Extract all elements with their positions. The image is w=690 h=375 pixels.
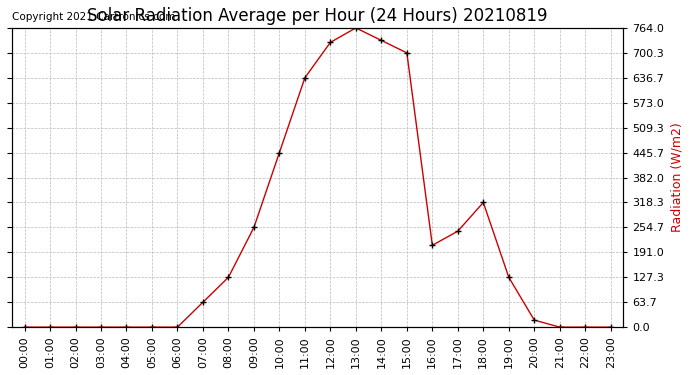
Title: Solar Radiation Average per Hour (24 Hours) 20210819: Solar Radiation Average per Hour (24 Hou… — [88, 7, 548, 25]
Y-axis label: Radiation (W/m2): Radiation (W/m2) — [670, 123, 683, 232]
Text: Copyright 2021 Cartronics.com: Copyright 2021 Cartronics.com — [12, 12, 175, 22]
